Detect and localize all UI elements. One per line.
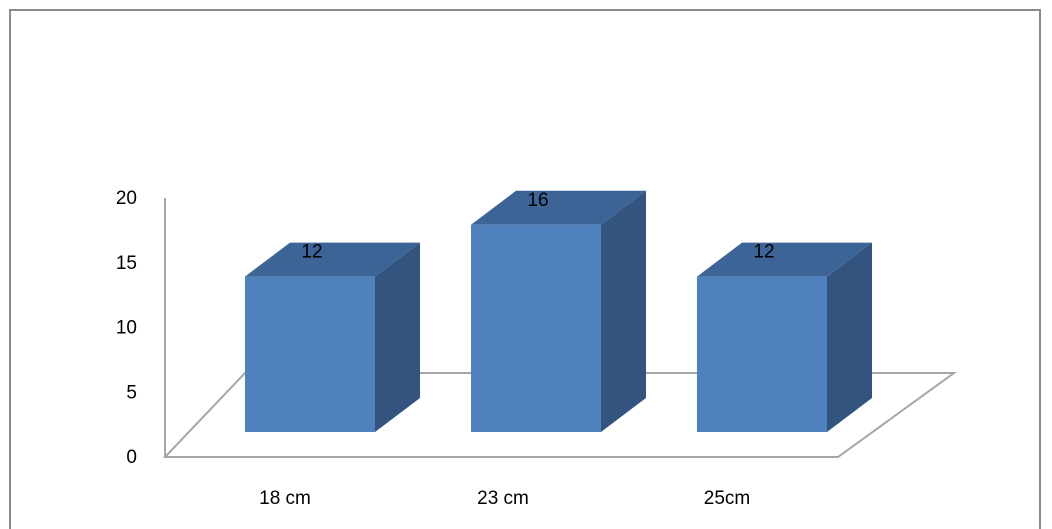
bar (697, 242, 872, 432)
bar-top-face (245, 242, 420, 277)
y-tick-label: 15 (116, 253, 137, 274)
category-label: 23 cm (477, 488, 529, 509)
bar-side-face (827, 242, 872, 432)
y-tick-label: 5 (126, 382, 137, 403)
data-label: 12 (301, 242, 322, 263)
bar-front-face (245, 276, 375, 432)
bar-top-face (697, 242, 872, 277)
category-labels: 18 cm 23 cm 25cm (259, 488, 750, 509)
floor-plane (162, 372, 958, 458)
bar-side-face (375, 242, 420, 432)
data-label: 16 (527, 190, 548, 211)
bar-front-face (697, 276, 827, 432)
data-label: 12 (753, 242, 774, 263)
bar-side-face (601, 190, 646, 432)
category-label: 18 cm (259, 488, 311, 509)
bar (245, 242, 420, 432)
y-tick-label: 10 (116, 318, 137, 339)
y-tick-labels: 0 5 10 15 20 (116, 188, 137, 468)
bar-front-face (471, 224, 601, 432)
bar (471, 190, 646, 432)
chart-floor (162, 372, 958, 458)
category-label: 25cm (704, 488, 750, 509)
y-tick-label: 0 (126, 447, 137, 468)
bars: 12 16 12 (245, 190, 872, 432)
y-tick-label: 20 (116, 188, 137, 209)
bar-top-face (471, 190, 646, 225)
